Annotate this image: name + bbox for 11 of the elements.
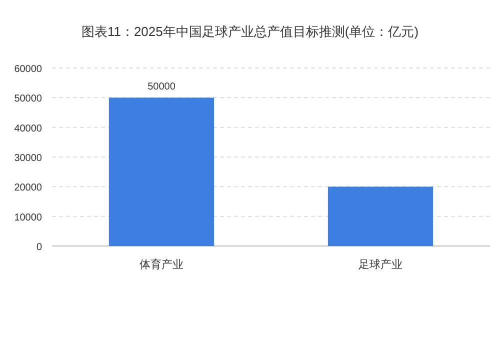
x-tick-label: 体育产业: [140, 258, 184, 271]
y-tick-label: 50000: [14, 94, 42, 105]
y-tick-label: 20000: [14, 182, 42, 194]
chart-title: 图表11：2025年中国足球产业总产值目标推测(单位：亿元): [81, 24, 419, 39]
y-tick-label: 0: [36, 242, 42, 253]
data-label: 50000: [148, 82, 176, 93]
y-tick-label: 40000: [14, 123, 42, 134]
y-tick-label: 30000: [14, 153, 42, 164]
y-tick-label: 10000: [14, 212, 42, 224]
x-tick-label: 足球产业: [358, 258, 402, 271]
y-tick-label: 60000: [14, 64, 42, 75]
